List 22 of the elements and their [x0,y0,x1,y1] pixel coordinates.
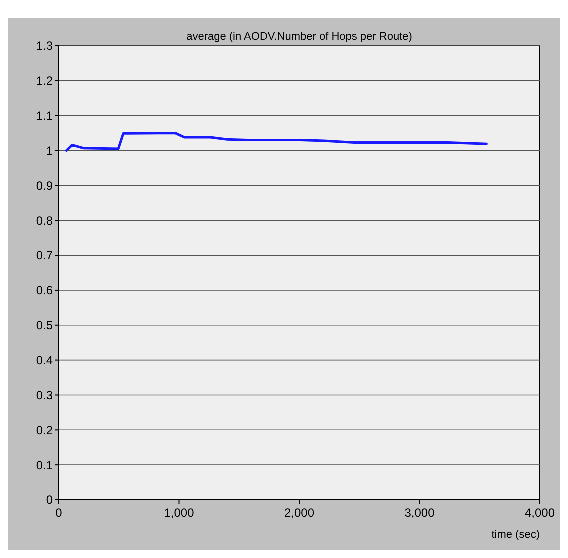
y-tick-label: 0.1 [36,458,54,472]
x-axis-title: time (sec) [492,529,540,541]
x-tick-label: 3,000 [404,506,436,520]
y-tick-label: 0.3 [36,388,54,402]
x-tick-label: 4,000 [524,506,556,520]
y-tick-label: 1.2 [36,74,54,88]
x-tick-label: 1,000 [164,506,195,520]
x-tick-label: 0 [56,506,63,520]
y-tick-label: 0.4 [36,354,54,368]
y-tick-label: 0.9 [36,178,54,193]
y-tick-label: 0.5 [36,318,54,333]
line-series [65,132,488,152]
y-tick-label: 0.7 [36,248,54,263]
y-tick-label: 1.3 [36,39,54,54]
y-tick-label: 0.6 [36,284,54,298]
y-tick-label: 0 [46,493,54,508]
x-tick-label: 2,000 [284,506,315,520]
chart-title: average (in AODV.Number of Hops per Route) [186,31,412,43]
y-tick-label: 1 [46,144,54,158]
y-tick-label: 0.8 [36,214,54,228]
y-tick-label: 1.1 [36,109,54,124]
y-tick-label: 0.2 [36,423,54,438]
